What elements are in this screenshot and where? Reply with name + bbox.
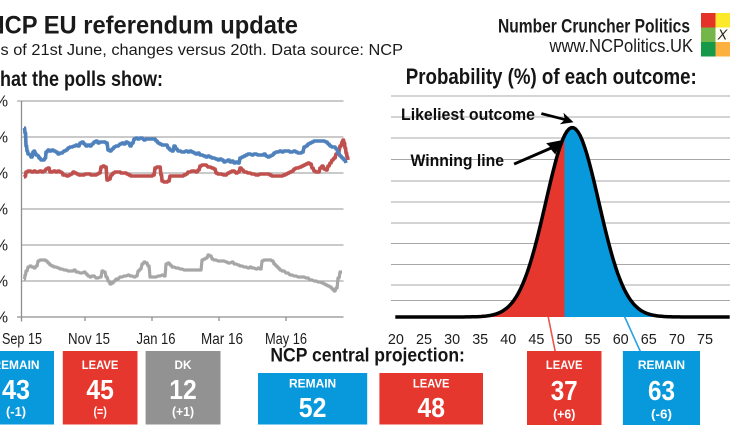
svg-text:20: 20 (388, 331, 404, 348)
svg-text:REMAIN: REMAIN (0, 360, 39, 372)
svg-text:www.NCPolitics.UK: www.NCPolitics.UK (549, 35, 694, 56)
svg-text:Jan 16: Jan 16 (137, 331, 176, 348)
svg-text:60%: 60% (0, 94, 8, 111)
svg-text:43: 43 (2, 374, 30, 405)
svg-text:Nov 15: Nov 15 (68, 331, 110, 348)
svg-text:(-1): (-1) (6, 404, 26, 419)
svg-text:0%: 0% (0, 310, 8, 327)
svg-text:40: 40 (500, 331, 516, 348)
svg-text:Likeliest outcome: Likeliest outcome (401, 105, 535, 124)
svg-text:10%: 10% (0, 274, 8, 291)
svg-text:Mar 16: Mar 16 (201, 331, 243, 348)
svg-text:REMAIN: REMAIN (289, 379, 336, 391)
svg-text:45: 45 (86, 374, 113, 405)
svg-text:LEAVE: LEAVE (546, 360, 583, 372)
svg-text:75: 75 (697, 331, 713, 348)
svg-text:Number Cruncher Politics: Number Cruncher Politics (498, 16, 690, 37)
svg-text:NCP central projection:: NCP central projection: (270, 346, 465, 367)
svg-text:(-6): (-6) (651, 406, 672, 421)
svg-text:Probability (%) of each outcom: Probability (%) of each outcome: (406, 64, 697, 89)
svg-text:40%: 40% (0, 166, 8, 183)
svg-text:55: 55 (585, 331, 601, 348)
svg-text:(=): (=) (93, 404, 106, 419)
svg-text:30: 30 (444, 331, 460, 348)
svg-text:25: 25 (416, 331, 432, 348)
svg-text:20%: 20% (0, 238, 8, 255)
svg-text:DK: DK (175, 360, 193, 372)
svg-text:s of 21st June, changes versus: s of 21st June, changes versus 20th. Dat… (1, 42, 403, 59)
svg-text:X: X (717, 28, 729, 44)
svg-text:30%: 30% (0, 202, 8, 219)
svg-text:What the polls show:: What the polls show: (0, 68, 163, 91)
svg-text:45: 45 (528, 331, 544, 348)
svg-text:LEAVE: LEAVE (82, 360, 119, 372)
svg-text:Sep 15: Sep 15 (2, 331, 42, 348)
svg-text:50: 50 (557, 331, 573, 348)
svg-text:(+6): (+6) (553, 406, 575, 421)
svg-text:70: 70 (669, 331, 685, 348)
svg-text:LEAVE: LEAVE (413, 379, 450, 391)
svg-text:(+1): (+1) (172, 404, 194, 419)
svg-text:12: 12 (169, 374, 196, 405)
svg-text:60: 60 (613, 331, 629, 348)
svg-text:May 16: May 16 (265, 331, 307, 348)
svg-text:Winning line: Winning line (411, 151, 505, 170)
svg-text:52: 52 (299, 392, 327, 423)
svg-text:50%: 50% (0, 130, 8, 147)
svg-text:37: 37 (551, 375, 578, 406)
svg-text:65: 65 (641, 331, 657, 348)
svg-text:NCP EU referendum update: NCP EU referendum update (0, 12, 298, 40)
svg-text:63: 63 (648, 375, 675, 406)
svg-text:REMAIN: REMAIN (638, 360, 685, 372)
svg-text:48: 48 (418, 392, 445, 423)
svg-text:35: 35 (472, 331, 488, 348)
